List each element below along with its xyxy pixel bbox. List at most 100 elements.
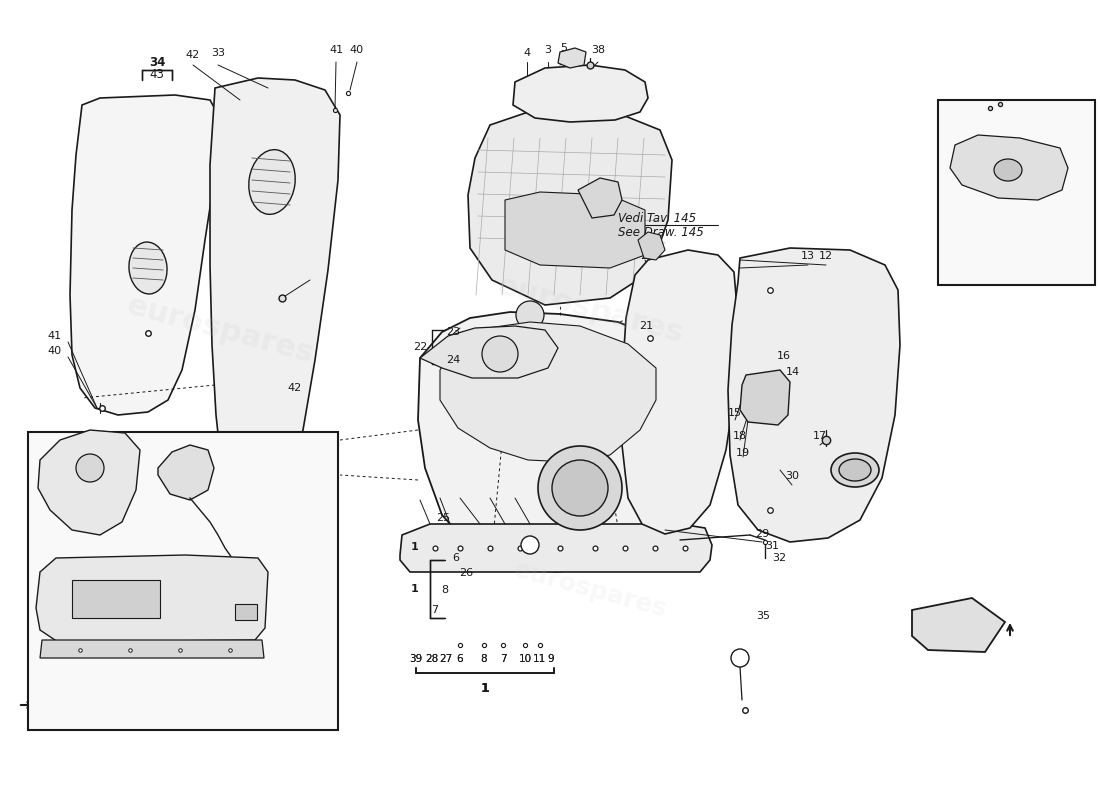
Text: 9: 9 <box>548 654 554 664</box>
Text: 6: 6 <box>456 654 463 664</box>
Polygon shape <box>740 370 790 425</box>
Text: 7: 7 <box>499 654 506 664</box>
Text: 18: 18 <box>733 431 747 441</box>
Text: 7: 7 <box>499 654 506 664</box>
Text: 24: 24 <box>446 355 460 365</box>
Polygon shape <box>950 135 1068 200</box>
Circle shape <box>76 454 104 482</box>
Text: 39: 39 <box>409 654 422 664</box>
Text: 8: 8 <box>481 654 487 664</box>
Text: 8: 8 <box>441 585 449 595</box>
Circle shape <box>516 301 544 329</box>
Text: 1: 1 <box>481 682 490 694</box>
Ellipse shape <box>830 453 879 487</box>
Ellipse shape <box>839 459 871 481</box>
Text: 37: 37 <box>255 630 268 640</box>
Text: 25: 25 <box>436 513 450 523</box>
Text: 44: 44 <box>855 463 869 473</box>
Text: 42: 42 <box>288 383 302 393</box>
Text: 26: 26 <box>459 568 473 578</box>
Text: OPT. TELEPHONE: OPT. TELEPHONE <box>44 717 176 731</box>
Bar <box>28 432 338 730</box>
Text: 4: 4 <box>524 48 530 58</box>
Text: 22: 22 <box>1005 145 1020 155</box>
Polygon shape <box>440 322 656 462</box>
Text: 10: 10 <box>518 654 531 664</box>
Polygon shape <box>418 312 680 572</box>
Text: 36: 36 <box>255 617 268 627</box>
Text: 23: 23 <box>976 123 990 133</box>
Text: 21: 21 <box>639 321 653 331</box>
Text: A: A <box>737 654 744 662</box>
Text: 30: 30 <box>785 471 799 481</box>
Polygon shape <box>912 598 1005 652</box>
Text: 16: 16 <box>777 351 791 361</box>
Circle shape <box>521 536 539 554</box>
Text: 40: 40 <box>350 45 364 55</box>
Text: Vedi anche Tav. 119: Vedi anche Tav. 119 <box>42 535 146 545</box>
Text: 20: 20 <box>640 251 654 261</box>
Text: 41: 41 <box>329 45 343 55</box>
Text: 38: 38 <box>255 590 268 600</box>
Text: 11: 11 <box>532 654 546 664</box>
Text: 1: 1 <box>411 542 419 552</box>
Polygon shape <box>638 232 666 260</box>
Text: 14: 14 <box>785 367 800 377</box>
Text: 28: 28 <box>426 654 439 664</box>
Polygon shape <box>400 524 712 572</box>
Text: 39: 39 <box>409 654 422 664</box>
Text: 2: 2 <box>597 191 605 201</box>
Text: 12: 12 <box>818 251 833 261</box>
Text: See also Draw. 119: See also Draw. 119 <box>42 549 142 559</box>
Text: 6: 6 <box>456 654 463 664</box>
Text: OPT. TELEFONO: OPT. TELEFONO <box>48 703 172 717</box>
Text: 22: 22 <box>412 342 427 352</box>
Text: 15: 15 <box>728 408 743 418</box>
Text: eurospares: eurospares <box>123 291 317 369</box>
Polygon shape <box>468 108 672 305</box>
Text: 9: 9 <box>548 654 554 664</box>
Text: 35: 35 <box>756 611 770 621</box>
Text: 13: 13 <box>801 251 815 261</box>
Bar <box>938 100 1094 285</box>
Text: 8: 8 <box>481 654 487 664</box>
Text: Vedi Tav. 145: Vedi Tav. 145 <box>618 211 696 225</box>
Text: 17: 17 <box>813 431 827 441</box>
Circle shape <box>732 649 749 667</box>
Text: 46: 46 <box>169 498 184 508</box>
Polygon shape <box>70 95 220 415</box>
Text: See Draw. 145: See Draw. 145 <box>618 226 704 238</box>
Polygon shape <box>578 178 621 218</box>
Circle shape <box>552 460 608 516</box>
Text: 43: 43 <box>150 69 164 82</box>
Text: 10: 10 <box>518 654 531 664</box>
Text: 6: 6 <box>452 553 460 563</box>
Polygon shape <box>558 48 586 68</box>
Ellipse shape <box>249 150 295 214</box>
Text: 31: 31 <box>764 541 779 551</box>
Text: 45: 45 <box>255 576 268 586</box>
Text: 19: 19 <box>736 448 750 458</box>
Circle shape <box>538 446 621 530</box>
Text: eurospares: eurospares <box>510 558 670 622</box>
Polygon shape <box>420 326 558 378</box>
Bar <box>235 604 257 620</box>
Text: 2: 2 <box>258 604 265 614</box>
Text: A: A <box>527 541 534 550</box>
Text: 23: 23 <box>446 327 460 337</box>
Text: 3: 3 <box>544 45 551 55</box>
Polygon shape <box>158 445 214 500</box>
Text: 47: 47 <box>55 614 69 624</box>
Text: 29: 29 <box>755 529 769 539</box>
Polygon shape <box>40 640 264 658</box>
Text: 32: 32 <box>772 553 786 563</box>
Text: 33: 33 <box>211 48 226 58</box>
Text: 34: 34 <box>148 55 165 69</box>
Polygon shape <box>513 65 648 122</box>
Text: 27: 27 <box>439 654 452 664</box>
Text: 40: 40 <box>47 346 62 356</box>
Polygon shape <box>621 250 738 534</box>
Text: 1: 1 <box>411 584 419 594</box>
Text: 41: 41 <box>47 331 62 341</box>
Text: 1: 1 <box>481 682 490 694</box>
